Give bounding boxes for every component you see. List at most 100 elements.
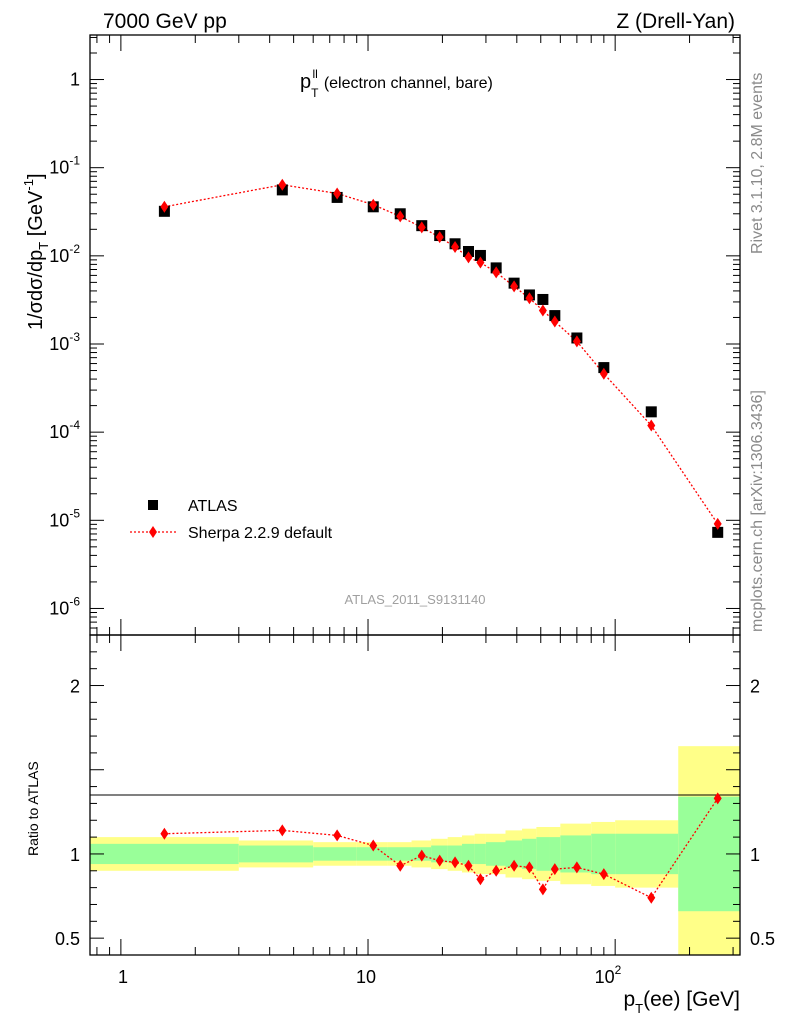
main-frame xyxy=(89,34,741,636)
ratio-data xyxy=(160,792,722,904)
main-data xyxy=(158,178,724,538)
sherpa-point xyxy=(464,251,473,264)
inner-uncertainty-band xyxy=(356,847,388,861)
inner-uncertainty-band xyxy=(474,843,486,865)
main-y-label: 1/σdσ/dpT [GeV-1] xyxy=(21,173,51,330)
ratio-ticks: 0.5 0.5 1 1 2 2 xyxy=(55,635,775,955)
y-tick-label: 1 xyxy=(70,70,80,90)
ratio-y-tick-label-right: 1 xyxy=(750,845,760,865)
ratio-point xyxy=(538,883,547,896)
y-tick-label: 10-6 xyxy=(49,594,80,618)
ratio-point xyxy=(417,849,426,862)
ratio-point xyxy=(278,824,287,837)
inner-uncertainty-band xyxy=(549,837,561,871)
sherpa-point xyxy=(435,231,444,244)
inner-uncertainty-band xyxy=(238,845,314,863)
sherpa-point xyxy=(396,210,405,223)
ratio-y-tick-label-left: 2 xyxy=(70,677,80,697)
sherpa-point xyxy=(572,335,581,348)
inner-uncertainty-band xyxy=(591,833,616,875)
analysis-watermark: ATLAS_2011_S9131140 xyxy=(345,592,486,607)
sherpa-point xyxy=(417,221,426,234)
mcplots-label: mcplots.cern.ch [arXiv:1306.3436] xyxy=(749,390,766,632)
main-ticks xyxy=(90,35,740,636)
y-tick-label: 10-3 xyxy=(49,330,80,354)
x-tick-label-1: 1 xyxy=(118,967,128,987)
ratio-point xyxy=(525,861,534,874)
ratio-point xyxy=(464,859,473,872)
inner-uncertainty-band xyxy=(615,833,679,875)
inner-uncertainty-band xyxy=(313,847,357,861)
ratio-point xyxy=(451,856,460,869)
atlas-point xyxy=(474,249,486,261)
ratio-point xyxy=(476,873,485,886)
ratio-y-tick-label-left: 1 xyxy=(70,845,80,865)
inner-uncertainty-band xyxy=(447,845,462,863)
sherpa-point xyxy=(713,517,722,530)
ratio-point xyxy=(510,859,519,872)
inner-uncertainty-band xyxy=(505,840,523,868)
rivet-label: Rivet 3.1.10, 2.8M events xyxy=(749,73,766,254)
sherpa-point xyxy=(476,256,485,269)
inner-uncertainty-band xyxy=(90,843,239,865)
y-tick-label: 10-1 xyxy=(49,154,80,178)
ratio-y-tick-label-right: 2 xyxy=(750,677,760,697)
ratio-y-tick-label-left: 0.5 xyxy=(55,929,80,949)
x-tick-label-10: 10 xyxy=(356,967,376,987)
inner-uncertainty-band xyxy=(536,837,550,871)
ratio-point xyxy=(369,839,378,852)
ratio-point xyxy=(550,863,559,876)
sherpa-point xyxy=(333,187,342,200)
sherpa-point xyxy=(525,292,534,305)
ratio-point xyxy=(160,827,169,840)
y-tick-label: 10-4 xyxy=(49,418,80,442)
inner-uncertainty-band xyxy=(461,843,475,865)
sherpa-point xyxy=(278,178,287,191)
legend-sherpa-marker xyxy=(149,526,157,538)
ratio-point xyxy=(572,861,581,874)
sherpa-point xyxy=(647,419,656,432)
header-process: Z (Drell-Yan) xyxy=(616,10,735,33)
main-title: pTll(electron channel, bare) xyxy=(300,67,493,100)
ratio-point xyxy=(333,829,342,842)
ratio-point xyxy=(713,792,722,805)
ratio-point xyxy=(435,854,444,867)
sherpa-point xyxy=(160,200,169,213)
sherpa-point xyxy=(599,367,608,380)
x-tick-label-100: 102 xyxy=(595,963,622,987)
atlas-point xyxy=(598,362,610,374)
ratio-panel: 0.5 0.5 1 1 2 2 Ratio to ATLAS 1 10 102 pT(ee… xyxy=(25,634,775,1016)
ratio-frame xyxy=(89,634,741,956)
main-panel: 10-6 10-5 10-4 10-3 10-2 10-1 1 pTll(electron … xyxy=(21,34,741,636)
ratio-point xyxy=(492,864,501,877)
ratio-point xyxy=(599,868,608,881)
ratio-y-label: Ratio to ATLAS xyxy=(25,761,41,856)
main-y-tick-labels: 10-6 10-5 10-4 10-3 10-2 10-1 1 xyxy=(49,70,80,619)
header-energy: 7000 GeV pp xyxy=(103,10,227,33)
inner-uncertainty-band xyxy=(485,842,506,866)
inner-uncertainty-band xyxy=(431,845,448,863)
atlas-point xyxy=(645,406,657,418)
y-tick-label: 10-2 xyxy=(49,242,80,266)
y-tick-label: 10-5 xyxy=(49,506,80,530)
x-axis-label: pT(ee) [GeV] xyxy=(623,988,740,1016)
sherpa-point xyxy=(451,240,460,253)
legend-atlas-label: ATLAS xyxy=(188,498,238,515)
legend-atlas-marker xyxy=(148,500,158,510)
atlas-point xyxy=(537,293,549,305)
ratio-bands xyxy=(90,746,740,955)
inner-uncertainty-band xyxy=(387,847,412,861)
sherpa-point xyxy=(538,304,547,317)
legend-sherpa-label: Sherpa 2.2.9 default xyxy=(188,525,333,542)
ratio-y-tick-label-right: 0.5 xyxy=(750,929,775,949)
atlas-point xyxy=(712,526,724,538)
ratio-point xyxy=(647,891,656,904)
sherpa-point xyxy=(510,280,519,293)
ratio-point xyxy=(396,859,405,872)
sherpa-point xyxy=(550,315,559,328)
sherpa-point xyxy=(492,266,501,279)
legend: ATLAS Sherpa 2.2.9 default xyxy=(130,498,333,542)
sherpa-point xyxy=(369,198,378,211)
inner-uncertainty-band xyxy=(522,838,537,870)
